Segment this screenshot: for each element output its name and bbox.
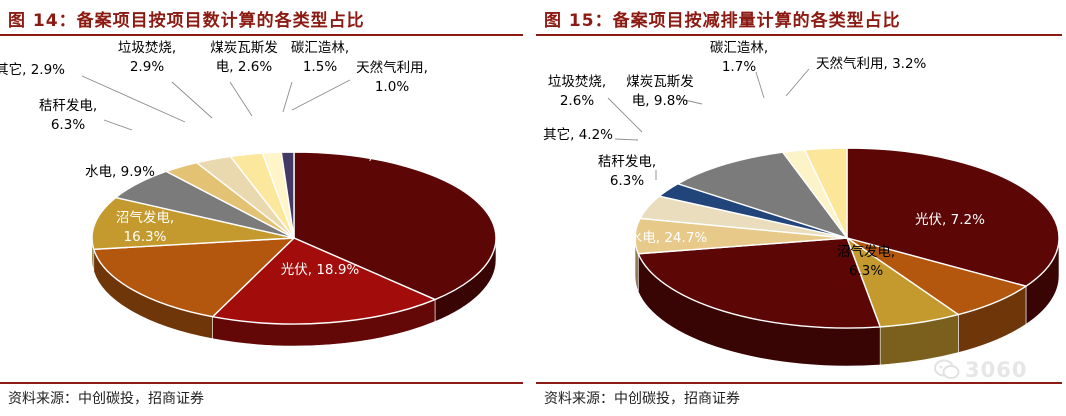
data-label-碳汇造林: 碳汇造林, 1.7% <box>710 40 768 75</box>
pie-slice-水电 <box>91 196 295 251</box>
source-note: 资料来源：中创碳投，招商证券 <box>544 391 740 407</box>
pie-slice-天然气利用 <box>803 147 848 239</box>
data-label-碳汇造林: 碳汇造林, 1.5% <box>291 40 349 75</box>
leader-line <box>614 138 639 141</box>
leader-line <box>81 75 186 123</box>
leader-line <box>103 119 133 131</box>
chart-panel-left: 图 14：备案项目按项目数计算的各类型占比 风电, 37.7% 光伏, 18.9%… <box>0 0 527 416</box>
source-divider <box>536 382 1062 384</box>
data-label-天然气利用: 天然气利用, 3.2% <box>816 55 927 72</box>
leader-line <box>291 79 351 111</box>
pie-slice-风电 <box>293 151 497 301</box>
pie-chart-project-count: 风电, 37.7% 光伏, 18.9% 沼气发电, 16.3% 水电, 9.9% 秸秆发电… <box>0 40 497 347</box>
pie-slice-天然气利用 <box>280 151 295 239</box>
pie-slice-煤炭瓦斯发电 <box>677 151 848 239</box>
chart-panel-right: 图 15：备案项目按减排量计算的各类型占比 风电, 34.0% 光伏, 7.2% 沼… <box>536 0 1066 416</box>
data-label-其它: 其它, 4.2% <box>543 126 613 143</box>
data-label-水电: 水电, 9.9% <box>85 164 155 180</box>
data-label-沼气发电: 沼气发电, 16.3% <box>116 210 174 245</box>
source-divider <box>0 382 523 384</box>
data-label-秸秆发电: 秸秆发电, 6.3% <box>598 154 656 189</box>
watermark-text: 3060 <box>965 358 1028 382</box>
leader-line <box>755 71 765 99</box>
data-label-天然气利用: 天然气利用, 1.0% <box>356 59 428 95</box>
data-label-煤炭瓦斯发电: 煤炭瓦斯发电, 9.8% <box>626 74 694 109</box>
data-label-秸秆发电: 秸秆发电, 6.3% <box>39 98 97 133</box>
data-label-风电: 风电, 34.0% <box>879 136 958 152</box>
leader-line <box>171 81 213 119</box>
leader-line <box>229 81 253 117</box>
data-label-垃圾焚烧: 垃圾焚烧, 2.6% <box>548 74 606 109</box>
wechat-icon <box>934 359 960 381</box>
chart-title: 图 15：备案项目按减排量计算的各类型占比 <box>544 11 901 31</box>
data-label-沼气发电: 沼气发电, 6.3% <box>837 244 895 279</box>
chart-title: 图 14：备案项目按项目数计算的各类型占比 <box>8 11 365 31</box>
leader-line <box>675 97 703 105</box>
pie-slice-光伏 <box>211 237 436 325</box>
source-note: 资料来源：中创碳投，招商证券 <box>8 391 204 407</box>
pie-slice-水电 <box>637 237 881 329</box>
data-label-光伏: 光伏, 7.2% <box>915 212 985 228</box>
data-label-风电: 风电, 37.7% <box>369 148 448 164</box>
watermark: 3060 <box>934 358 1027 382</box>
leader-line <box>785 68 810 97</box>
leader-line <box>282 81 293 113</box>
title-divider <box>536 34 1062 36</box>
data-label-水电: 水电, 24.7% <box>629 230 708 246</box>
pie-slice-沼气发电 <box>93 237 295 318</box>
data-label-光伏: 光伏, 18.9% <box>281 262 360 278</box>
title-divider <box>0 34 523 36</box>
leader-line <box>607 97 643 133</box>
pie-chart-emission-reduction: 风电, 34.0% 光伏, 7.2% 沼气发电, 6.3% 水电, 24.7% 秸秆发电,… <box>543 40 1060 367</box>
data-label-其它: 其它, 2.9% <box>0 61 65 78</box>
data-label-垃圾焚烧: 垃圾焚烧, 2.9% <box>118 40 176 75</box>
data-label-煤炭瓦斯发电: 煤炭瓦斯发电, 2.6% <box>210 40 278 75</box>
